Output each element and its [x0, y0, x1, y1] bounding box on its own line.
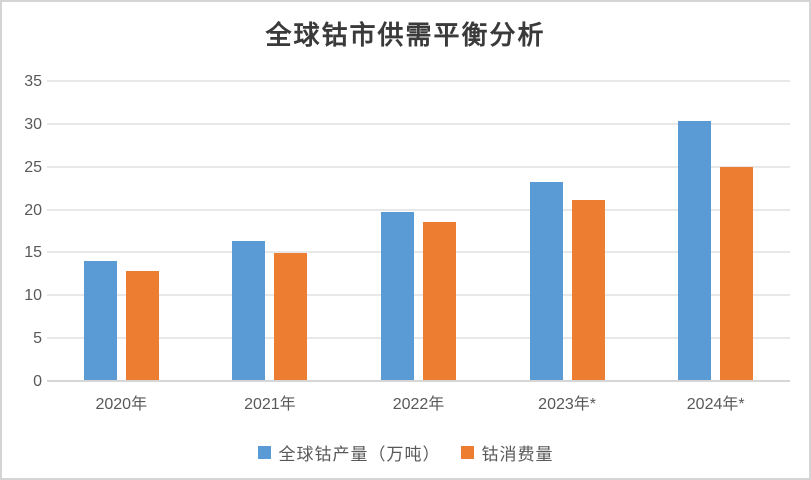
x-axis-line — [47, 380, 790, 382]
bar-series1-2024年* — [678, 121, 712, 382]
bar-series2-2024年* — [720, 166, 754, 382]
legend-swatch-icon — [257, 445, 271, 459]
x-axis: 2020年 2021年 2022年 2023年* 2024年* — [47, 393, 790, 419]
gridline — [47, 80, 790, 82]
gridline — [47, 208, 790, 211]
chart-title: 全球钴市供需平衡分析 — [265, 21, 546, 50]
x-tick-label: 2022年 — [392, 396, 445, 413]
legend-swatch-icon — [460, 445, 474, 459]
bar-series1-2021年 — [232, 240, 266, 382]
y-tick-label: 0 — [33, 373, 42, 390]
y-tick-label: 30 — [24, 115, 42, 133]
y-axis: 0 5 10 15 20 25 30 35 — [2, 73, 42, 390]
y-tick-label: 10 — [24, 287, 42, 305]
y-tick-label: 35 — [24, 73, 42, 90]
legend-label: 全球钴产量（万吨） — [278, 444, 441, 464]
x-tick-label: 2020年 — [95, 396, 148, 413]
y-tick-label: 15 — [24, 244, 42, 262]
x-tick-label: 2024年* — [686, 396, 745, 413]
y-tick-label: 5 — [33, 330, 42, 348]
legend-item-series2: 钴消费量 — [460, 440, 554, 465]
gridline — [47, 165, 790, 168]
bar-series2-2021年 — [274, 252, 308, 382]
gridline — [47, 122, 790, 125]
bar-series2-2023年* — [571, 200, 605, 382]
bar-series1-2023年* — [529, 182, 563, 382]
bar-series1-2020年 — [83, 261, 117, 382]
plot-area — [47, 80, 790, 382]
legend-item-series1: 全球钴产量（万吨） — [257, 440, 441, 465]
bar-series1-2022年 — [381, 212, 414, 382]
gridline — [47, 294, 790, 297]
x-tick-label: 2023年* — [538, 396, 596, 413]
y-tick-label: 20 — [24, 201, 42, 219]
gridline — [47, 251, 790, 254]
bar-series2-2020年 — [125, 270, 159, 382]
y-tick-label: 25 — [24, 158, 42, 176]
legend: 全球钴产量（万吨） 钴消费量 — [2, 439, 809, 465]
legend-label: 钴消费量 — [481, 444, 554, 464]
bar-series2-2022年 — [423, 221, 456, 382]
gridline — [47, 337, 790, 340]
x-tick-label: 2021年 — [244, 396, 296, 413]
